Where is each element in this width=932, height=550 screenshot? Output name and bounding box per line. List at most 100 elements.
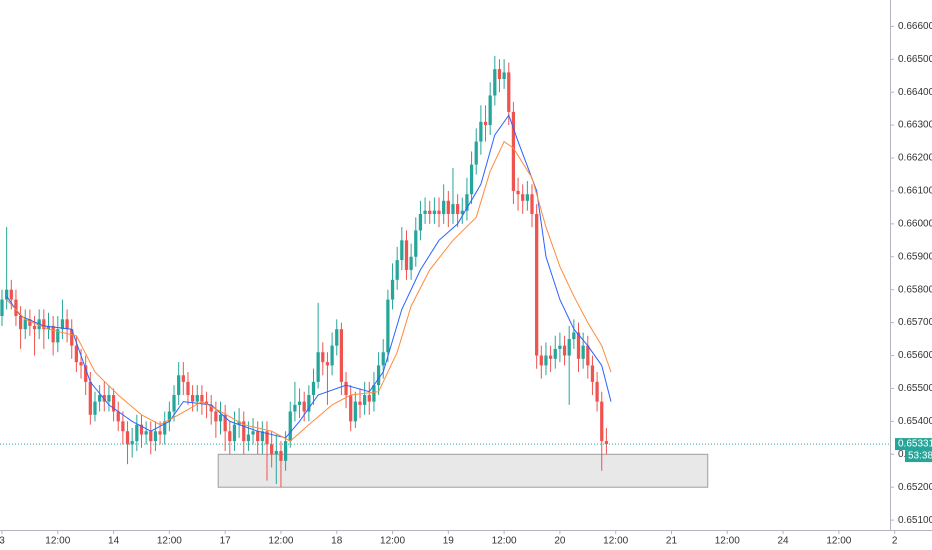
candle-body xyxy=(111,395,116,412)
candle-body xyxy=(325,362,330,366)
candle-body xyxy=(65,319,69,330)
candle-body xyxy=(177,375,181,396)
candle-body xyxy=(70,329,74,346)
candle-body xyxy=(525,194,529,201)
candle-body xyxy=(479,121,483,142)
candle-body xyxy=(497,69,502,80)
candle-body xyxy=(121,421,125,432)
candle-body xyxy=(395,260,399,280)
y-tick-label: 0.66200 xyxy=(898,153,932,164)
candle-body xyxy=(172,395,176,412)
candle-body xyxy=(260,431,264,442)
candle-body xyxy=(288,411,292,442)
candle-body xyxy=(283,441,288,461)
candle-body xyxy=(302,401,306,412)
candle-body xyxy=(88,381,92,415)
x-tick-label: 12:00 xyxy=(603,536,628,547)
candle-body xyxy=(186,381,190,396)
countdown-label: 53:38 xyxy=(908,451,932,462)
last-price-label: 0.65331 xyxy=(898,439,932,450)
candle-body xyxy=(51,325,55,343)
x-tick-label: 12:00 xyxy=(380,536,405,547)
moving-average-line xyxy=(6,114,612,439)
x-tick-label: 17 xyxy=(220,536,232,547)
candle-body xyxy=(349,395,353,422)
x-tick-label: 12:00 xyxy=(715,536,740,547)
candle-body xyxy=(446,200,450,214)
candle-body xyxy=(242,421,246,442)
candle-body xyxy=(516,190,520,195)
candle-body xyxy=(469,164,474,195)
candle-body xyxy=(455,204,460,214)
candle-body xyxy=(265,431,269,445)
candle-body xyxy=(228,431,232,442)
candle-body xyxy=(84,365,88,382)
x-tick-label: 12:00 xyxy=(492,536,517,547)
candle-body xyxy=(98,395,102,402)
y-tick-label: 0.65200 xyxy=(898,482,932,493)
candle-body xyxy=(195,395,199,402)
candle-body xyxy=(270,444,274,455)
candle-body xyxy=(246,434,251,442)
x-tick-label: 12:00 xyxy=(268,536,293,547)
candle-body xyxy=(539,355,543,366)
candle-body xyxy=(507,72,511,112)
candle-body xyxy=(414,230,418,257)
candle-body xyxy=(474,141,478,165)
candle-body xyxy=(502,72,506,80)
candle-body xyxy=(223,414,227,432)
x-tick-label: 14 xyxy=(108,536,120,547)
candle-body xyxy=(576,332,581,359)
candle-body xyxy=(335,329,339,346)
candle-body xyxy=(511,111,516,191)
candle-body xyxy=(437,210,441,214)
candle-body xyxy=(339,329,344,382)
candle-body xyxy=(451,204,455,214)
candle-body xyxy=(381,352,385,366)
candle-body xyxy=(93,401,97,415)
candle-body xyxy=(293,404,297,412)
candle-body xyxy=(32,325,37,330)
candle-body xyxy=(144,431,148,435)
candle-body xyxy=(553,348,557,359)
candle-body xyxy=(423,210,427,214)
x-tick-label: 3 xyxy=(0,536,5,547)
candle-body xyxy=(572,332,576,340)
candle-body xyxy=(74,345,79,363)
candle-body xyxy=(116,411,120,422)
candle-body xyxy=(586,345,590,366)
candle-body xyxy=(530,194,534,214)
y-tick-label: 0.66100 xyxy=(898,186,932,197)
candle-body xyxy=(390,279,395,300)
candle-body xyxy=(125,431,130,445)
candle-body xyxy=(344,381,348,396)
candle-body xyxy=(274,450,278,455)
candle-body xyxy=(279,450,283,461)
candle-body xyxy=(493,69,497,96)
candle-body xyxy=(367,395,371,402)
candle-body xyxy=(14,299,18,317)
candle-body xyxy=(358,401,362,405)
candle-body xyxy=(28,319,32,326)
candle-body xyxy=(604,441,609,445)
candle-body xyxy=(460,210,464,214)
candle-body xyxy=(256,431,260,442)
candle-body xyxy=(483,121,488,126)
candle-body xyxy=(0,299,4,317)
candle-body xyxy=(204,401,209,405)
candle-body xyxy=(79,362,83,366)
candle-body xyxy=(316,352,320,382)
x-tick-label: 2 xyxy=(892,536,898,547)
candle-body xyxy=(218,414,223,422)
candle-body xyxy=(237,421,241,425)
candle-body xyxy=(418,213,423,231)
plot-area xyxy=(0,55,890,488)
y-tick-label: 0.65900 xyxy=(898,251,932,262)
candle-body xyxy=(18,316,23,330)
candle-body xyxy=(386,299,390,353)
candle-body xyxy=(321,352,325,363)
candle-body xyxy=(209,404,213,412)
candle-body xyxy=(163,421,167,435)
candle-body xyxy=(214,411,218,422)
